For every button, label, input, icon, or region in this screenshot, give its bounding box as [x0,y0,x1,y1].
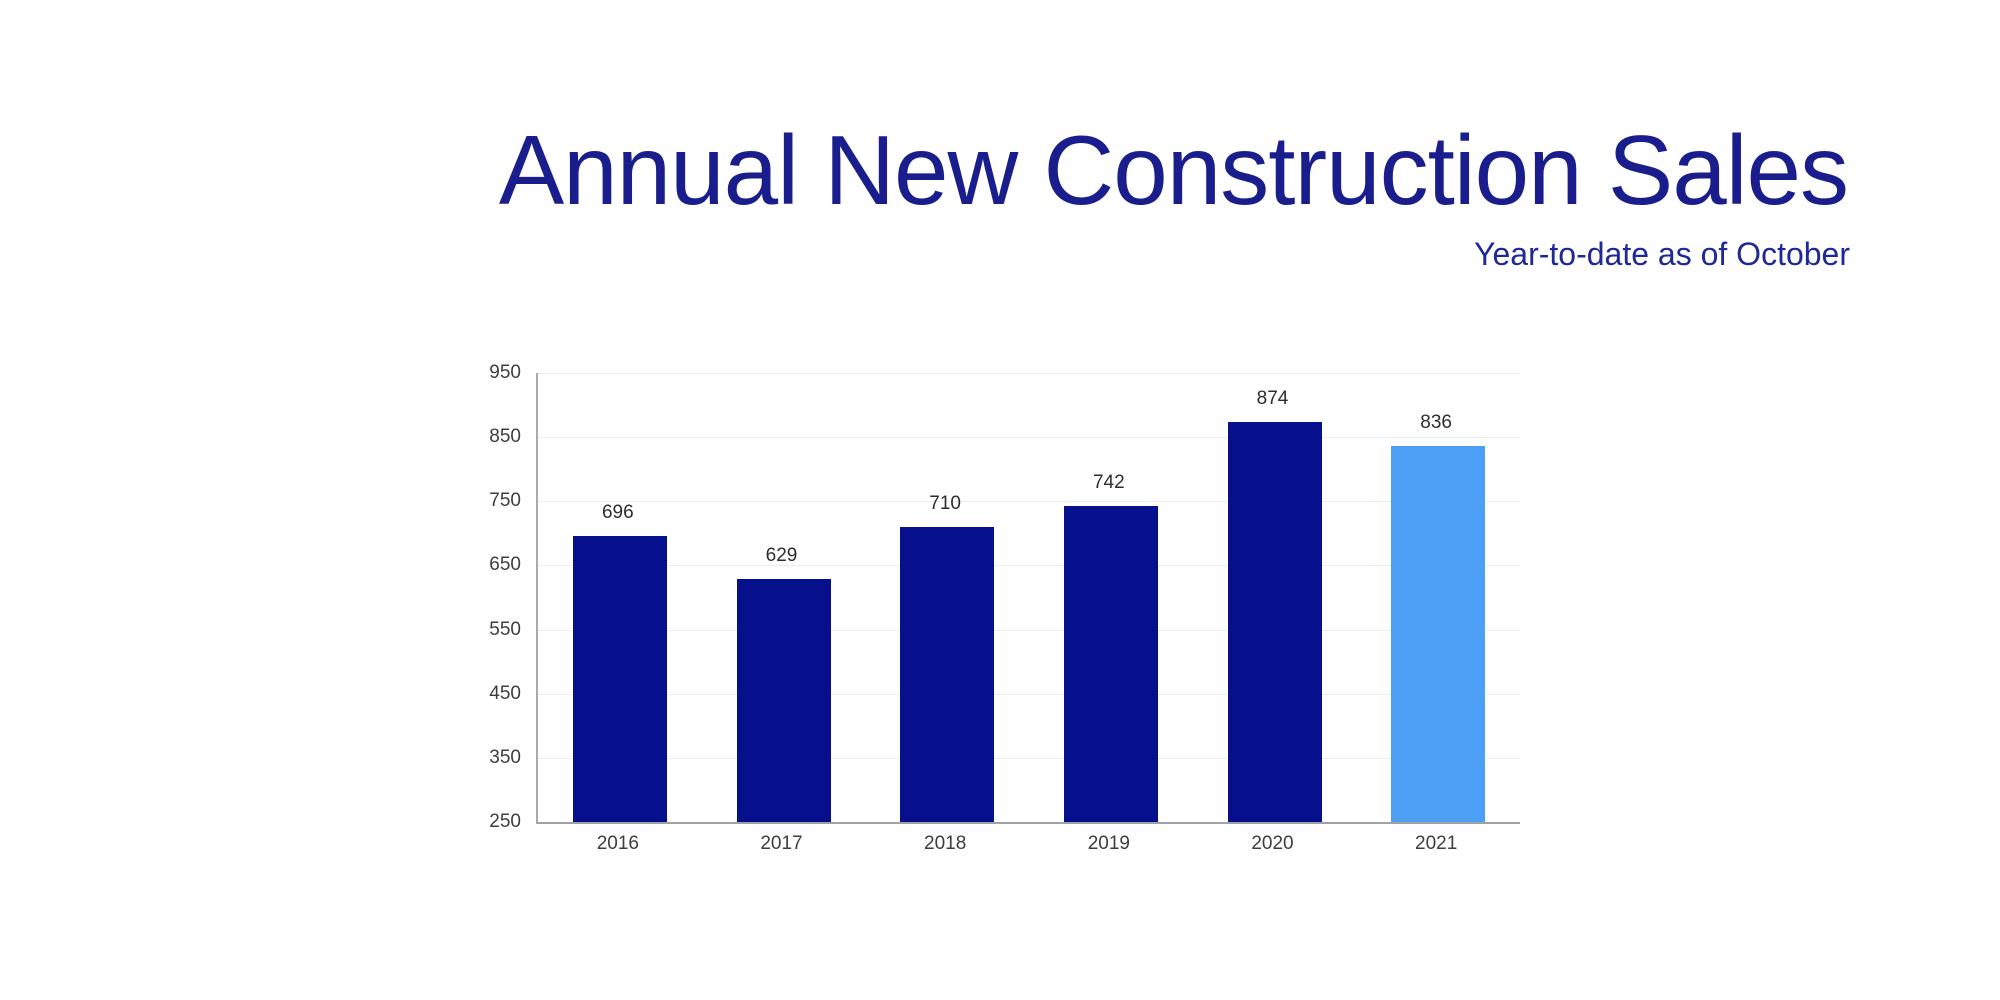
x-axis-tick-label: 2016 [596,833,639,854]
bar-value-label: 836 [1420,412,1452,434]
chart-title: Annual New Construction Sales [498,115,1849,225]
y-gridline [538,501,1520,503]
bar-2021 [1391,446,1486,822]
y-axis-tick-label: 850 [489,426,521,448]
y-axis-tick-label: 350 [489,746,521,768]
bar-value-label: 710 [929,492,961,514]
y-gridline [538,629,1520,631]
bar-2016 [572,535,667,822]
bar-value-label: 629 [765,544,798,566]
y-gridline [538,693,1520,695]
y-axis-tick-label: 450 [489,682,521,704]
x-axis-tick-label: 2018 [924,833,967,854]
y-gridline [538,373,1520,374]
x-axis-tick-label: 2019 [1087,833,1130,854]
chart-subtitle: Year-to-date as of October [1474,236,1850,272]
bar-value-label: 874 [1256,387,1289,409]
bar-2019 [1063,506,1158,822]
y-gridline [538,437,1520,439]
y-axis-tick-label: 950 [489,362,521,383]
bar-2020 [1227,421,1322,822]
bar-2018 [900,526,995,822]
y-gridline [538,757,1520,759]
y-axis-tick-label: 750 [489,490,521,512]
bar-value-label: 742 [1092,472,1125,494]
y-axis-tick-label: 550 [489,618,521,640]
x-axis-tick-label: 2020 [1251,833,1294,854]
y-axis-tick-label: 250 [489,811,521,832]
plot-area [536,373,1520,824]
x-axis-tick-label: 2017 [760,833,803,854]
bar-2017 [736,578,831,822]
y-gridline [538,565,1520,567]
y-axis-tick-label: 650 [489,554,521,576]
bar-value-label: 696 [601,501,634,523]
x-axis-tick-label: 2021 [1415,833,1458,854]
